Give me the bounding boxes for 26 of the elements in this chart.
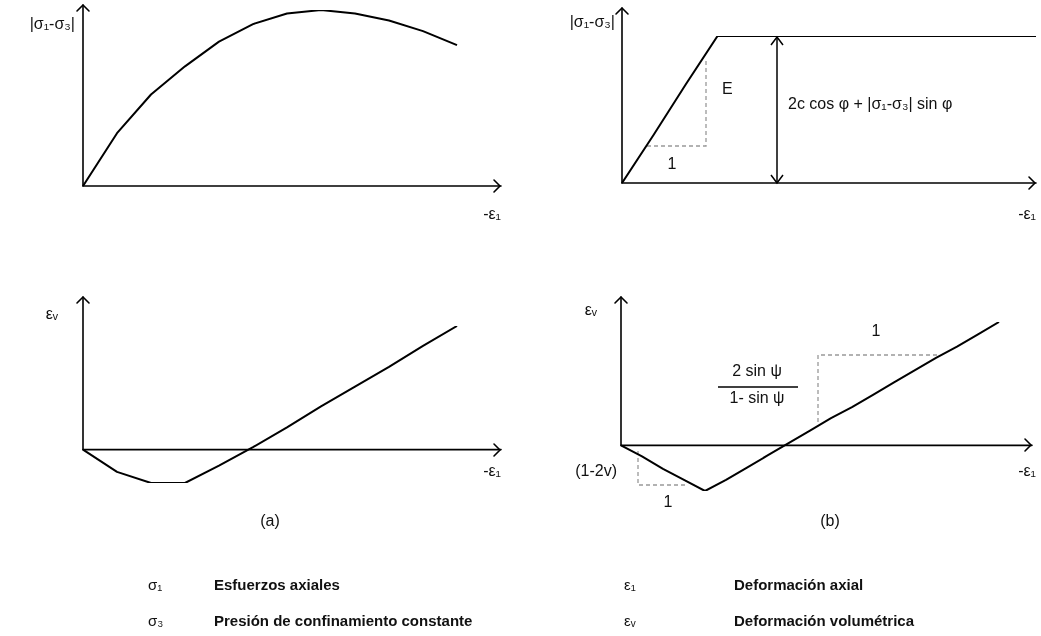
y-axis-title: |σ₁-σ₃| (569, 13, 615, 31)
x-axis-title: -ε₁ (1018, 205, 1036, 223)
text: (a) (260, 512, 280, 530)
text: Deformación volumétrica (734, 611, 916, 629)
text: εᵥ (624, 611, 637, 629)
annotation: 1- sin ψ (729, 389, 785, 407)
text: σ₁ (148, 575, 164, 593)
text: ε₁ (624, 575, 637, 593)
annotation: 1 (871, 322, 881, 340)
x-axis-title: -ε₁ (1018, 462, 1036, 480)
text: σ₃ (148, 611, 165, 629)
y-axis-title: εᵥ (45, 305, 59, 323)
text: 1 (663, 493, 673, 511)
text: (1-2v) (575, 462, 617, 480)
annotation: 2c cos φ + |σ₁-σ₃| sin φ (788, 95, 953, 113)
x-axis-title: -ε₁ (483, 462, 501, 480)
y-axis-title: εᵥ (584, 301, 598, 319)
y-axis-title: |σ₁-σ₃| (29, 15, 75, 33)
x-axis-title: -ε₁ (483, 205, 501, 223)
annotation: E (722, 80, 733, 98)
annotation: 2 sin ψ (732, 362, 782, 380)
text: (b) (820, 512, 840, 530)
annotation: 1 (667, 155, 677, 173)
text: Presión de confinamiento constante (214, 611, 474, 629)
text: Deformación axial (734, 575, 865, 593)
text: Esfuerzos axiales (214, 575, 341, 593)
